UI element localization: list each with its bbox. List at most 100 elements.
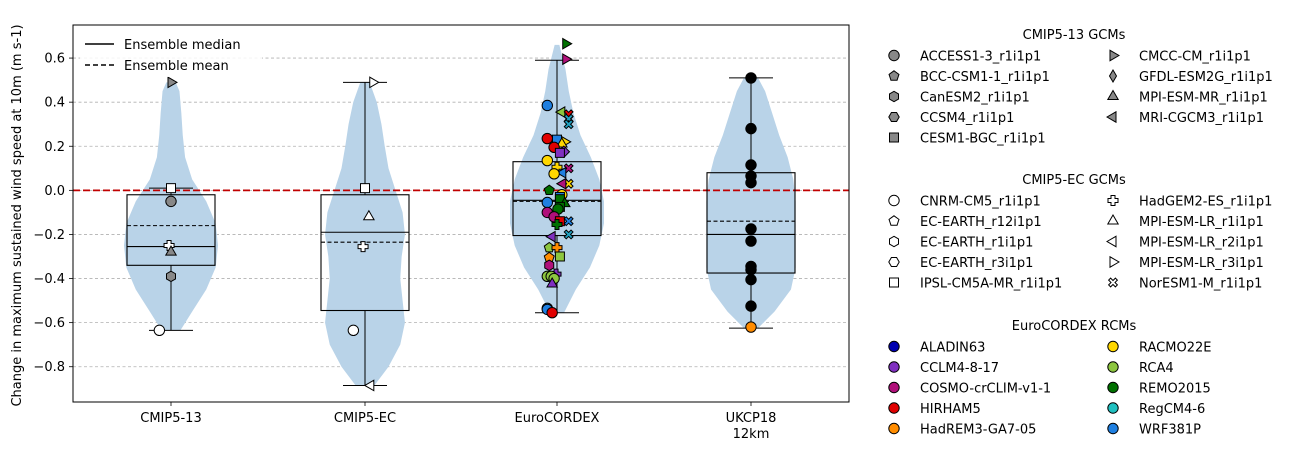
legend-item-label: ACCESS1-3_r1i1p1	[920, 50, 1041, 65]
data-point	[562, 37, 573, 50]
data-point	[369, 76, 380, 89]
legend-marker	[888, 257, 900, 267]
data-point	[745, 176, 757, 189]
legend-item-label: EC-EARTH_r12i1p1	[920, 215, 1042, 230]
data-point	[563, 119, 574, 130]
violin-1	[325, 82, 405, 386]
legend-item-label: CCLM4-8-17	[920, 361, 999, 376]
legend-item-label: MPI-ESM-LR_r3i1p1	[1139, 256, 1264, 271]
y-tick-label: −0.8	[33, 360, 65, 375]
legend-marker	[1108, 69, 1118, 83]
legend-item-label: CNRM-CM5_r1i1p1	[920, 195, 1041, 210]
data-point	[541, 132, 553, 145]
data-point	[562, 53, 573, 66]
box-plots	[126, 59, 796, 386]
data-point	[166, 270, 176, 283]
legend-marker	[889, 132, 899, 143]
data-point	[164, 245, 178, 256]
data-point	[548, 168, 560, 180]
legend-item-label: NorESM1-M_r1i1p1	[1139, 277, 1262, 292]
legend-item-label: HIRHAM5	[920, 402, 981, 417]
data-point	[545, 230, 556, 243]
y-tick-label: 0.2	[44, 140, 65, 155]
legend-item-label: EC-EARTH_r1i1p1	[920, 236, 1033, 251]
legend-item-label: REMO2015	[1139, 382, 1211, 397]
legend-marker	[888, 194, 900, 207]
x-tick-label: CMIP5-EC	[334, 411, 396, 426]
box	[126, 194, 216, 266]
data-point	[546, 307, 558, 319]
data-point	[541, 99, 553, 112]
data-point	[165, 195, 177, 208]
box	[320, 194, 410, 312]
legend-marker	[1106, 89, 1120, 100]
box	[512, 161, 602, 237]
x-tick-label: CMIP5-13	[140, 411, 201, 426]
data-point	[546, 277, 559, 288]
legend-marker	[1107, 422, 1119, 435]
data-point	[357, 241, 369, 253]
legend-marker	[888, 215, 900, 226]
data-point	[555, 137, 568, 148]
legend-marker	[889, 235, 899, 248]
data-point	[563, 216, 574, 227]
data-point	[166, 183, 176, 194]
legend-label: Ensemble median	[124, 38, 241, 53]
data-point	[363, 379, 375, 392]
data-point	[555, 177, 567, 190]
y-axis-label: Change in maximum sustained wind speed a…	[10, 24, 25, 406]
legend-marker	[888, 340, 900, 353]
y-tick-label: −0.4	[33, 272, 65, 287]
legend-marker	[1107, 277, 1119, 288]
legend-group-title: CMIP5-EC GCMs	[1022, 173, 1126, 188]
legend-marker	[1106, 110, 1117, 124]
legend-item-label: IPSL-CM5A-MR_r1i1p1	[920, 277, 1062, 292]
x-tick-label: EuroCORDEX	[515, 411, 600, 426]
legend-marker	[1109, 49, 1120, 62]
legend-marker	[1106, 214, 1120, 225]
legend-marker	[1107, 340, 1119, 353]
legend-marker	[889, 90, 899, 103]
legend-item-label: CMCC-CM_r1i1p1	[1139, 50, 1251, 65]
legend-item-label: BCC-CSM1-1_r1i1p1	[920, 70, 1050, 85]
legend-item-label: EC-EARTH_r3i1p1	[920, 256, 1033, 271]
data-point	[541, 154, 553, 167]
data-point	[555, 166, 567, 179]
y-tick-label: 0.0	[44, 184, 65, 199]
legend-marker	[1107, 402, 1119, 414]
data-point	[541, 196, 553, 209]
data-point	[167, 76, 179, 89]
model-points	[153, 37, 757, 392]
y-axis-ticks: −0.8 −0.6 −0.4 −0.2 0.0 0.2 0.4 0.6	[33, 52, 73, 375]
legend-marker	[1106, 235, 1117, 248]
data-point	[551, 219, 563, 231]
legend-marker	[1109, 255, 1120, 269]
legend-item-label: HadGEM2-ES_r1i1p1	[1139, 195, 1272, 210]
legend-item-label: WRF381P	[1139, 423, 1201, 438]
data-point	[544, 259, 555, 272]
plot-frame	[72, 24, 850, 403]
legend-marker	[1107, 195, 1119, 206]
data-point	[745, 223, 757, 235]
x-tick-label: UKCP18	[726, 411, 777, 426]
violin-3	[706, 77, 796, 329]
y-tick-label: 0.4	[44, 96, 65, 111]
legend-item-label: RegCM4-6	[1139, 402, 1205, 417]
data-point	[554, 251, 565, 262]
legend-item-label: MPI-ESM-LR_r1i1p1	[1139, 215, 1264, 230]
x-tick-label: 12km	[733, 427, 770, 442]
data-point	[745, 273, 757, 286]
data-point	[745, 159, 757, 171]
legend-item-label: MRI-CGCM3_r1i1p1	[1139, 111, 1264, 126]
legend-marker	[1107, 381, 1119, 394]
legend-marker	[888, 381, 900, 394]
legend-label: Ensemble mean	[124, 59, 229, 74]
y-tick-label: −0.2	[33, 228, 65, 243]
legend-item-label: RACMO22E	[1139, 341, 1211, 356]
data-point	[543, 184, 555, 196]
data-point	[745, 264, 757, 276]
legend-item-label: HadREM3-GA7-05	[920, 423, 1036, 438]
legend-item-label: MPI-ESM-LR_r2i1p1	[1139, 236, 1264, 251]
legend-item-label: MPI-ESM-MR_r1i1p1	[1139, 91, 1268, 106]
